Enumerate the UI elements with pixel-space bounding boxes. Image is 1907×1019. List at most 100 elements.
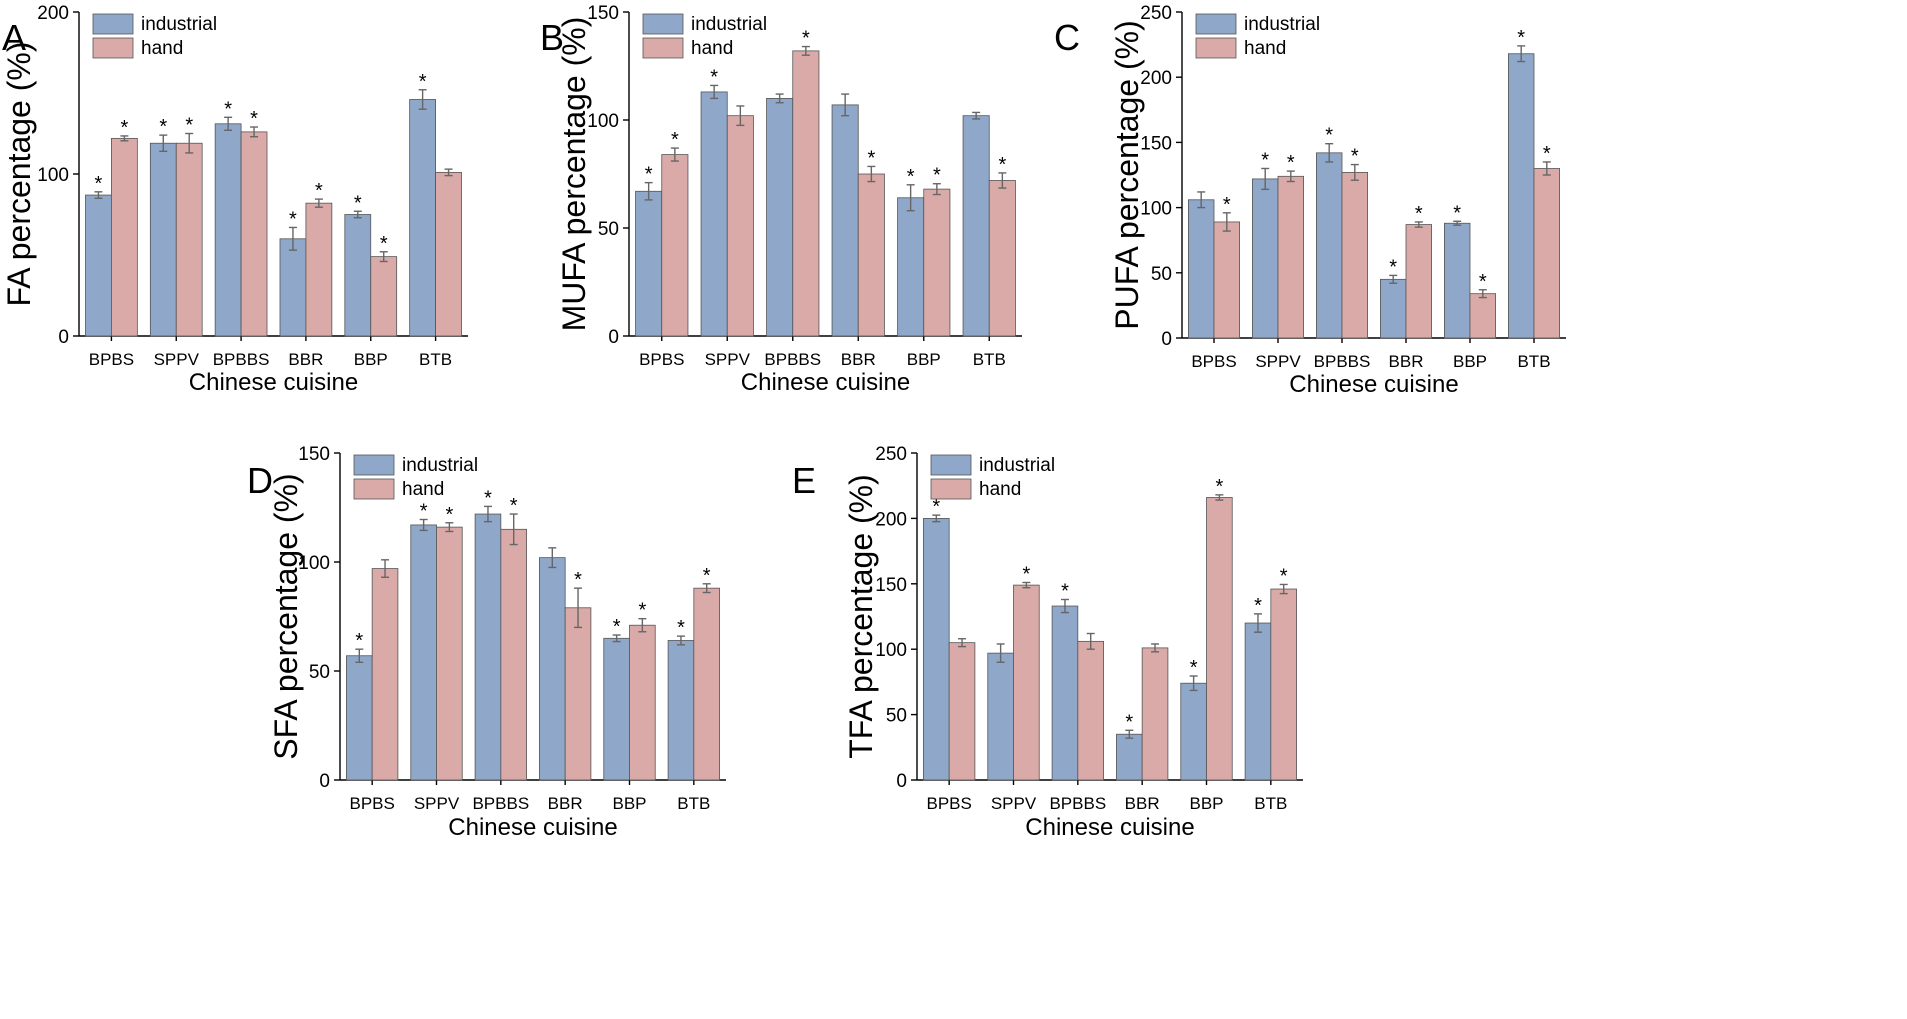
bar-industrial-btb xyxy=(1508,53,1535,339)
legend-label-hand: hand xyxy=(402,479,444,500)
panel-b: B 0 50 100 150 BPBS * * SPPV * BPBBS * BBR * BBP * * BTB *… xyxy=(540,3,1022,396)
bar-industrial-bpbbs xyxy=(474,513,502,781)
panel-d: D 0 50 100 150 BPBS * SPPV * * BPBBS * * BBR * BBP * * BTB… xyxy=(247,444,726,841)
y-axis-title: SFA percentage (%) xyxy=(268,473,304,759)
bar-hand-sppv xyxy=(1013,584,1040,781)
x-tick-label: BPBS xyxy=(1191,352,1236,371)
significance-star: * xyxy=(932,496,940,518)
panel-c: C 0 50 100 150 200 250 BPBS * SPPV * * BPBBS * * BBR * * B… xyxy=(1054,3,1566,398)
x-tick-label: BPBS xyxy=(926,794,971,813)
y-tick-label: 0 xyxy=(896,771,907,792)
bar-industrial-bpbs xyxy=(85,194,112,337)
bar-industrial-sppv xyxy=(410,524,437,781)
bar-hand-bpbs xyxy=(948,642,976,781)
significance-star: * xyxy=(710,66,718,88)
bar-industrial-bbr xyxy=(1380,278,1407,339)
bar-hand-bpbs xyxy=(661,154,689,337)
significance-star: * xyxy=(1280,565,1288,587)
legend-label-industrial: industrial xyxy=(1244,14,1320,35)
legend-label-hand: hand xyxy=(141,38,183,59)
significance-star: * xyxy=(120,117,128,139)
x-tick-label: BBR xyxy=(1389,352,1424,371)
significance-star: * xyxy=(1389,256,1397,278)
legend-label-industrial: industrial xyxy=(979,455,1055,476)
significance-star: * xyxy=(907,166,915,188)
significance-star: * xyxy=(1543,143,1551,165)
legend-swatch-hand xyxy=(930,478,972,500)
bar-industrial-bbr xyxy=(1116,733,1143,781)
significance-star: * xyxy=(420,500,428,522)
y-tick-label: 200 xyxy=(1140,68,1172,89)
significance-star: * xyxy=(613,616,621,638)
significance-star: * xyxy=(484,487,492,509)
legend-swatch-hand xyxy=(1195,37,1237,59)
x-tick-label: BPBS xyxy=(349,794,394,813)
x-tick-label: BPBBS xyxy=(1049,794,1106,813)
x-tick-label: SPPV xyxy=(991,794,1037,813)
bar-hand-btb xyxy=(1533,168,1561,339)
significance-star: * xyxy=(380,233,388,255)
panel-letter: B xyxy=(540,17,564,58)
significance-star: * xyxy=(1325,125,1333,147)
significance-star: * xyxy=(1223,194,1231,216)
significance-star: * xyxy=(445,504,453,526)
panel-a: A 0 100 200 BPBS * * SPPV * * BPBBS * * BBR * * BBP * * BTB… xyxy=(1,3,468,396)
bar-hand-bbp xyxy=(370,256,398,337)
significance-star: * xyxy=(419,71,427,93)
significance-star: * xyxy=(355,630,363,652)
y-tick-label: 0 xyxy=(58,327,69,348)
legend-label-hand: hand xyxy=(979,479,1021,500)
legend-label-industrial: industrial xyxy=(402,455,478,476)
y-tick-label: 100 xyxy=(1140,199,1172,220)
significance-star: * xyxy=(1125,711,1133,733)
x-tick-label: BBP xyxy=(1189,794,1223,813)
x-tick-label: BBP xyxy=(612,794,646,813)
panel-letter: D xyxy=(247,460,273,501)
significance-star: * xyxy=(802,28,810,50)
x-tick-label: SPPV xyxy=(705,350,751,369)
x-axis-title: Chinese cuisine xyxy=(1289,371,1458,398)
x-tick-label: BTB xyxy=(419,350,452,369)
bar-industrial-bbp xyxy=(1444,222,1471,339)
y-tick-label: 250 xyxy=(1140,3,1172,24)
bar-industrial-sppv xyxy=(700,91,728,337)
x-tick-label: BTB xyxy=(677,794,710,813)
x-tick-label: BBR xyxy=(1125,794,1160,813)
significance-star: * xyxy=(1453,202,1461,224)
y-tick-label: 100 xyxy=(587,111,619,132)
bar-hand-bbr xyxy=(305,202,333,337)
bar-hand-bbr xyxy=(1141,647,1169,781)
bar-industrial-btb xyxy=(1244,622,1272,781)
bar-hand-btb xyxy=(1270,588,1297,781)
bar-industrial-bbp xyxy=(897,197,925,337)
bar-industrial-bbp xyxy=(1180,682,1207,781)
y-tick-label: 0 xyxy=(319,771,330,792)
y-tick-label: 100 xyxy=(875,640,907,661)
significance-star: * xyxy=(638,600,646,622)
y-tick-label: 200 xyxy=(875,509,907,530)
bar-industrial-bbr xyxy=(279,238,307,337)
x-tick-label: BPBBS xyxy=(213,350,270,369)
significance-star: * xyxy=(574,569,582,591)
x-tick-label: BTB xyxy=(973,350,1006,369)
bar-industrial-btb xyxy=(667,640,695,781)
x-tick-label: SPPV xyxy=(1255,352,1301,371)
x-tick-label: BTB xyxy=(1254,794,1287,813)
bar-hand-bpbs xyxy=(371,568,399,781)
y-tick-label: 50 xyxy=(1151,264,1172,285)
x-axis-title: Chinese cuisine xyxy=(1025,814,1194,841)
bar-hand-bpbbs xyxy=(1077,640,1104,781)
bar-industrial-sppv xyxy=(149,142,177,337)
significance-star: * xyxy=(224,98,232,120)
y-tick-label: 150 xyxy=(587,3,619,24)
bar-industrial-bpbs xyxy=(346,655,373,781)
significance-star: * xyxy=(1254,595,1262,617)
y-tick-label: 250 xyxy=(875,444,907,465)
significance-star: * xyxy=(185,115,193,137)
significance-star: * xyxy=(1190,657,1198,679)
bar-hand-sppv xyxy=(726,115,754,337)
x-tick-label: BPBBS xyxy=(764,350,821,369)
significance-star: * xyxy=(1415,203,1423,225)
panel-letter: C xyxy=(1054,17,1080,58)
significance-star: * xyxy=(671,129,679,151)
